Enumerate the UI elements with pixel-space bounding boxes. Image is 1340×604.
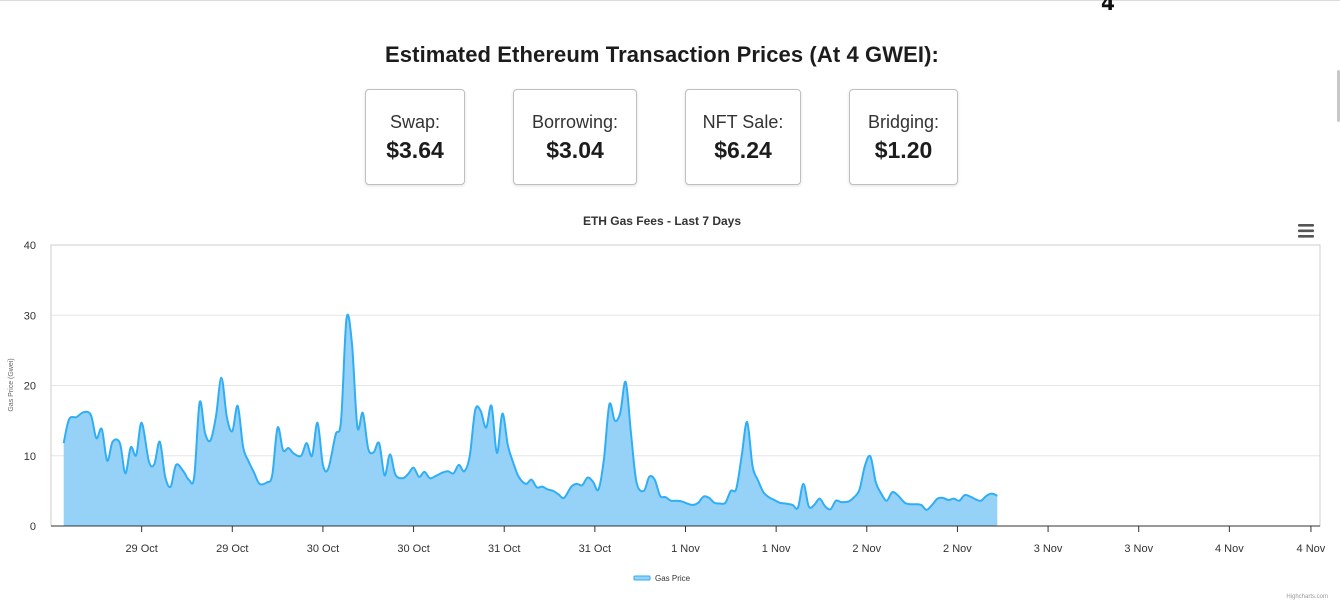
highcharts-credit[interactable]: Highcharts.com (1286, 594, 1328, 600)
nft-sale-label: NFT Sale: (702, 112, 784, 132)
y-tick-label: 0 (30, 521, 36, 533)
gas-price-area (63, 314, 998, 526)
swap-value: $3.64 (386, 137, 444, 163)
y-tick-label: 20 (24, 381, 36, 393)
y-axis-ticks: 0 10 20 30 40 (24, 240, 36, 533)
hamburger-menu-icon (1298, 224, 1314, 238)
x-tick-label: 2 Nov (943, 543, 972, 555)
scrollbar-thumb[interactable] (1337, 70, 1340, 122)
nft-sale-price-card: NFT Sale: $6.24 (685, 89, 801, 185)
x-tick-label: 1 Nov (671, 543, 700, 555)
x-tick-label: 31 Oct (488, 543, 520, 555)
x-tick-label: 29 Oct (216, 543, 248, 555)
page-title: Estimated Ethereum Transaction Prices (A… (385, 42, 939, 67)
x-tick-label: 4 Nov (1215, 543, 1244, 555)
x-tick-label: 31 Oct (579, 543, 611, 555)
bridging-value: $1.20 (874, 137, 933, 163)
swap-label: Swap: (389, 112, 441, 132)
swap-price-card: Swap: $3.64 (365, 89, 465, 185)
y-axis-label: Gas Price (Gwei) (8, 358, 15, 411)
x-axis-ticks: 29 Oct 29 Oct 30 Oct 30 Oct 31 Oct 31 Oct 1 No… (125, 526, 1326, 555)
nft-sale-value: $6.24 (714, 137, 772, 163)
y-tick-label: 10 (24, 451, 36, 463)
y-tick-label: 30 (24, 310, 36, 322)
borrowing-label: Borrowing: (531, 112, 619, 132)
x-tick-label: 2 Nov (852, 543, 881, 555)
legend-label: Gas Price (655, 574, 691, 583)
x-tick-label: 3 Nov (1124, 543, 1153, 555)
legend[interactable]: Gas Price (633, 574, 691, 583)
bridging-label: Bridging: (867, 112, 940, 132)
chart-menu-button[interactable] (1294, 221, 1318, 241)
legend-swatch-icon (633, 575, 651, 581)
y-tick-label: 40 (24, 240, 36, 252)
bridging-price-card: Bridging: $1.20 (849, 89, 958, 185)
top-border (0, 0, 1340, 1)
chart-title: ETH Gas Fees - Last 7 Days (583, 214, 741, 228)
x-tick-label: 4 Nov (1297, 543, 1326, 555)
gas-price-line (62, 313, 998, 511)
borrowing-value: $3.04 (546, 137, 604, 163)
x-tick-label: 3 Nov (1034, 543, 1063, 555)
x-tick-label: 30 Oct (307, 543, 339, 555)
x-tick-label: 30 Oct (397, 543, 429, 555)
corner-mark: 4 (1101, 0, 1115, 15)
x-tick-label: 1 Nov (762, 543, 791, 555)
borrowing-price-card: Borrowing: $3.04 (513, 89, 637, 185)
x-tick-label: 29 Oct (125, 543, 157, 555)
